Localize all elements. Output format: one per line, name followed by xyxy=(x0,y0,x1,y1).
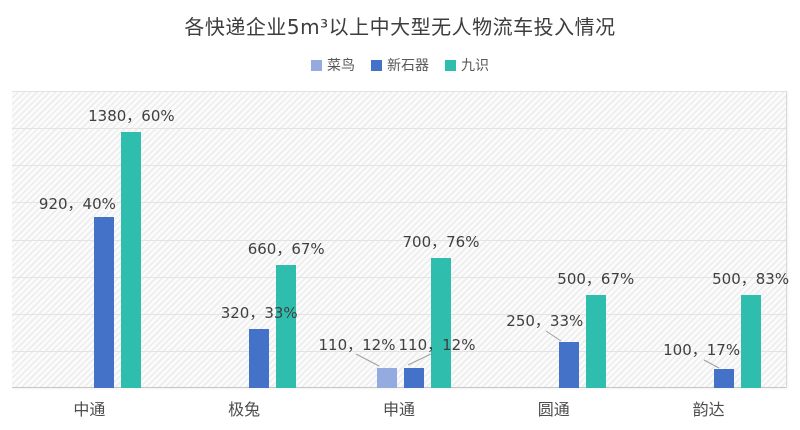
bar-s2-c2 xyxy=(431,258,451,388)
x-axis-line xyxy=(12,387,786,388)
legend-label: 新石器 xyxy=(387,58,429,74)
x-axis-label-2: 申通 xyxy=(382,400,416,419)
legend-swatch-icon xyxy=(445,59,456,71)
legend-item-0: 菜鸟 xyxy=(311,55,355,75)
gridline xyxy=(12,202,786,203)
gridline xyxy=(12,277,786,278)
bar-label-s2-c4: 500，83% xyxy=(712,270,790,288)
legend-item-2: 九识 xyxy=(445,55,489,75)
bar-s1-c1 xyxy=(249,329,270,388)
bar-s2-c4 xyxy=(740,295,761,388)
x-axis-label-0: 中通 xyxy=(73,400,106,419)
chart-title: 各快递企业5m³以上中大型无人物流车投入情况 xyxy=(184,15,616,39)
bar-s0-c2 xyxy=(377,368,397,388)
bar-s1-c0 xyxy=(94,217,115,388)
bar-label-s2-c3: 500，67% xyxy=(557,270,635,288)
bar-label-s0-c2: 110，12% xyxy=(318,336,396,354)
legend-swatch-icon xyxy=(371,59,382,71)
legend: 菜鸟 新石器 九识 xyxy=(0,55,800,75)
gridline xyxy=(12,240,786,241)
gridline xyxy=(12,351,786,352)
x-axis-label-4: 韵达 xyxy=(692,400,725,419)
bar-label-s2-c2: 700，76% xyxy=(402,233,480,251)
legend-label: 九识 xyxy=(461,58,489,74)
bar-label-s1-c1: 320，33% xyxy=(220,304,298,322)
x-axis-label-3: 圆通 xyxy=(537,400,570,419)
legend-label: 菜鸟 xyxy=(327,58,355,74)
bar-label-s2-c0: 1380，60% xyxy=(88,107,175,125)
plot-area xyxy=(12,91,787,388)
gridline xyxy=(12,165,786,166)
bar-s1-c4 xyxy=(713,369,734,388)
x-axis-label-1: 极兔 xyxy=(228,400,261,419)
bar-label-s1-c3: 250，33% xyxy=(506,312,584,330)
gridline xyxy=(12,314,786,315)
bar-label-s1-c0: 920，40% xyxy=(38,195,116,213)
bar-label-s1-c4: 100，17% xyxy=(663,341,741,359)
bar-s1-c3 xyxy=(558,342,579,388)
legend-swatch-icon xyxy=(311,59,322,71)
gridline xyxy=(12,91,786,92)
bar-label-s1-c2: 110，12% xyxy=(398,336,476,354)
bar-s2-c3 xyxy=(585,295,606,388)
bar-s1-c2 xyxy=(404,368,424,388)
legend-item-1: 新石器 xyxy=(371,55,429,75)
bar-s2-c1 xyxy=(276,265,297,388)
bar-label-s2-c1: 660，67% xyxy=(247,240,325,258)
gridline xyxy=(12,128,786,129)
bar-s2-c0 xyxy=(121,132,142,388)
